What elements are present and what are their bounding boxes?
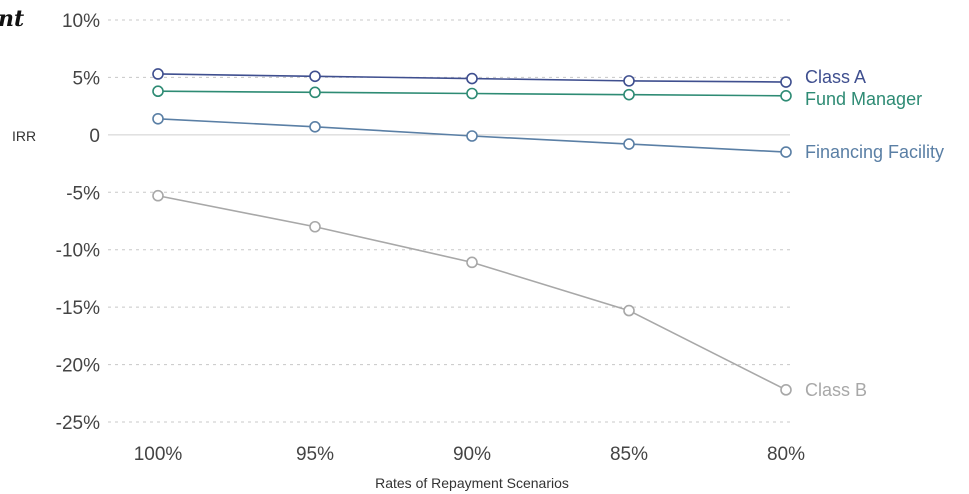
- series-fund-manager: Fund Manager: [153, 86, 922, 109]
- y-axis-ticks: 10% 5% 0 -5% -10% -15% -20% -25%: [56, 11, 100, 434]
- y-axis-title: IRR: [12, 128, 36, 144]
- data-point[interactable]: [624, 76, 634, 86]
- data-point[interactable]: [624, 90, 634, 100]
- data-point[interactable]: [624, 306, 634, 316]
- y-tick-label: -15%: [56, 298, 100, 319]
- x-tick-label: 85%: [610, 444, 648, 465]
- x-tick-label: 90%: [453, 444, 491, 465]
- x-tick-label: 100%: [134, 444, 183, 465]
- corner-text-fragment: nt: [0, 6, 24, 32]
- data-point[interactable]: [781, 385, 791, 395]
- series-class-b: Class B: [153, 191, 867, 400]
- y-tick-label: 5%: [73, 68, 101, 89]
- y-tick-label: 0: [89, 126, 100, 147]
- data-point[interactable]: [624, 139, 634, 149]
- series-label: Class A: [805, 67, 866, 87]
- y-tick-label: 10%: [62, 11, 100, 32]
- data-point[interactable]: [467, 131, 477, 141]
- data-point[interactable]: [467, 74, 477, 84]
- data-point[interactable]: [467, 89, 477, 99]
- y-tick-label: -5%: [66, 183, 100, 204]
- data-point[interactable]: [781, 91, 791, 101]
- data-point[interactable]: [310, 87, 320, 97]
- data-point[interactable]: [781, 77, 791, 87]
- data-point[interactable]: [153, 191, 163, 201]
- data-point[interactable]: [153, 69, 163, 79]
- series-label: Class B: [805, 380, 867, 400]
- data-point[interactable]: [310, 71, 320, 81]
- gridlines: [108, 20, 790, 422]
- data-point[interactable]: [310, 222, 320, 232]
- data-point[interactable]: [781, 147, 791, 157]
- data-point[interactable]: [310, 122, 320, 132]
- x-tick-label: 80%: [767, 444, 805, 465]
- series-financing-facility: Financing Facility: [153, 114, 944, 162]
- x-axis-ticks: 100% 95% 90% 85% 80%: [134, 444, 805, 465]
- data-point[interactable]: [153, 86, 163, 96]
- y-tick-label: -10%: [56, 241, 100, 262]
- data-point[interactable]: [467, 257, 477, 267]
- series-line: [158, 196, 786, 390]
- y-tick-label: -20%: [56, 356, 100, 377]
- series-label: Financing Facility: [805, 142, 944, 162]
- series-label: Fund Manager: [805, 89, 922, 109]
- data-point[interactable]: [153, 114, 163, 124]
- x-tick-label: 95%: [296, 444, 334, 465]
- x-axis-title: Rates of Repayment Scenarios: [375, 475, 569, 491]
- y-tick-label: -25%: [56, 413, 100, 434]
